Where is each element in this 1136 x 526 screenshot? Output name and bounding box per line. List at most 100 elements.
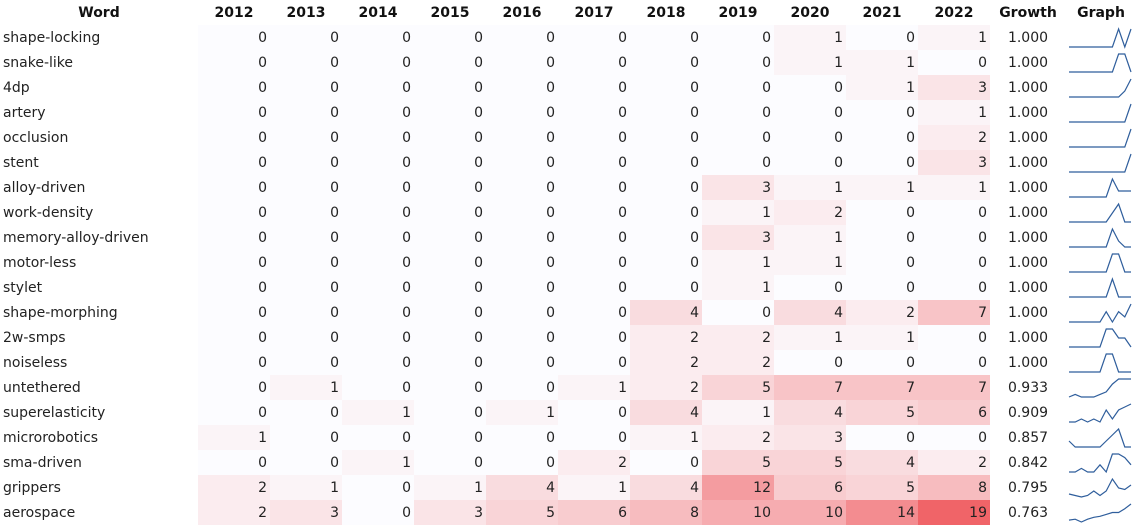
sparkline-line: [1069, 352, 1131, 373]
count-cell: 5: [774, 450, 846, 475]
count-cell: 0: [198, 325, 270, 350]
count-cell: 0: [846, 350, 918, 375]
count-cell: 2: [558, 450, 630, 475]
count-cell: 8: [918, 475, 990, 500]
word-cell: 4dp: [3, 79, 30, 96]
count-cell: 0: [486, 275, 558, 300]
sparkline-chart: [1068, 377, 1131, 398]
count-cell: 0: [270, 350, 342, 375]
growth-cell: 1.000: [1007, 79, 1049, 96]
count-cell: 0: [630, 225, 702, 250]
growth-cell: 1.000: [1007, 354, 1049, 371]
count-cell: 10: [702, 500, 774, 525]
sparkline-line: [1069, 78, 1132, 98]
count-cell: 0: [486, 125, 558, 150]
count-cell: 1: [342, 450, 414, 475]
count-cell: 0: [486, 375, 558, 400]
table-row: occlusion 0 0 0 0 0 0 0 0 0 0 2 1.000: [0, 125, 1136, 150]
sparkline-chart: [1069, 52, 1132, 73]
table-row: microrobotics 1 0 0 0 0 0 1 2 3 0 0 0.857: [0, 425, 1136, 450]
sparkline-cell: [1066, 250, 1136, 275]
count-cell: 7: [774, 375, 846, 400]
table-row: memory-alloy-driven 0 0 0 0 0 0 0 3 1 0 0 1.000: [0, 225, 1136, 250]
count-cell: 0: [342, 250, 414, 275]
count-cell: 0: [342, 25, 414, 50]
sparkline-cell: [1066, 50, 1136, 75]
growth-cell: 1.000: [1007, 229, 1049, 246]
count-cell: 0: [918, 425, 990, 450]
count-cell: 0: [414, 25, 486, 50]
sparkline-chart: [1068, 503, 1132, 523]
count-cell: 4: [630, 475, 702, 500]
growth-cell: 1.000: [1007, 179, 1049, 196]
count-cell: 0: [198, 175, 270, 200]
sparkline-cell: [1066, 175, 1136, 200]
count-cell: 1: [774, 225, 846, 250]
table-body: shape-locking 0 0 0 0 0 0 0 0 1 0 1 1.000 snake-like 0…: [0, 25, 1136, 525]
count-cell: 3: [414, 500, 486, 525]
count-cell: 0: [270, 75, 342, 100]
count-cell: 0: [342, 225, 414, 250]
count-cell: 5: [702, 450, 774, 475]
count-cell: 0: [918, 325, 990, 350]
count-cell: 0: [558, 100, 630, 125]
count-cell: 0: [630, 175, 702, 200]
count-cell: 0: [558, 425, 630, 450]
count-cell: 0: [414, 375, 486, 400]
header-row: Word 2012 2013 2014 2015 2016 2017 2018 …: [0, 0, 1136, 25]
count-cell: 0: [414, 450, 486, 475]
count-cell: 0: [342, 150, 414, 175]
word-cell: motor-less: [3, 254, 77, 271]
count-cell: 5: [846, 400, 918, 425]
column-header-word: Word: [78, 4, 120, 21]
word-cell: grippers: [3, 479, 61, 496]
count-cell: 0: [702, 125, 774, 150]
count-cell: 0: [486, 250, 558, 275]
word-cell: stent: [3, 154, 39, 171]
column-header-year: 2013: [286, 4, 326, 21]
count-cell: 0: [918, 350, 990, 375]
count-cell: 1: [918, 100, 990, 125]
count-cell: 2: [774, 200, 846, 225]
count-cell: 1: [702, 250, 774, 275]
count-cell: 0: [558, 175, 630, 200]
word-cell: alloy-driven: [3, 179, 86, 196]
count-cell: 0: [198, 450, 270, 475]
growth-cell: 1.000: [1007, 154, 1049, 171]
table-row: stent 0 0 0 0 0 0 0 0 0 0 3 1.000: [0, 150, 1136, 175]
count-cell: 7: [918, 300, 990, 325]
growth-cell: 1.000: [1007, 204, 1049, 221]
word-cell: work-density: [3, 204, 94, 221]
count-cell: 0: [414, 175, 486, 200]
count-cell: 0: [342, 350, 414, 375]
count-cell: 0: [198, 75, 270, 100]
count-cell: 0: [630, 50, 702, 75]
column-header-year: 2021: [862, 4, 902, 21]
count-cell: 0: [198, 350, 270, 375]
growth-cell: 0.857: [1007, 429, 1049, 446]
count-cell: 1: [918, 25, 990, 50]
word-cell: shape-locking: [3, 29, 101, 46]
word-cell: occlusion: [3, 129, 69, 146]
table-row: alloy-driven 0 0 0 0 0 0 0 3 1 1 1 1.000: [0, 175, 1136, 200]
count-cell: 0: [414, 50, 486, 75]
count-cell: 5: [702, 375, 774, 400]
count-cell: 1: [630, 425, 702, 450]
count-cell: 0: [846, 25, 918, 50]
count-cell: 0: [630, 125, 702, 150]
count-cell: 1: [774, 250, 846, 275]
column-header-graph: Graph: [1077, 4, 1125, 21]
count-cell: 0: [918, 275, 990, 300]
count-cell: 1: [702, 200, 774, 225]
count-cell: 4: [630, 400, 702, 425]
count-cell: 0: [702, 25, 774, 50]
count-cell: 0: [846, 225, 918, 250]
count-cell: 1: [774, 325, 846, 350]
column-header-year: 2022: [934, 4, 974, 21]
count-cell: 0: [342, 300, 414, 325]
count-cell: 0: [342, 500, 414, 525]
count-cell: 0: [270, 100, 342, 125]
table-row: shape-locking 0 0 0 0 0 0 0 0 1 0 1 1.000: [0, 25, 1136, 50]
count-cell: 2: [630, 350, 702, 375]
count-cell: 1: [774, 175, 846, 200]
